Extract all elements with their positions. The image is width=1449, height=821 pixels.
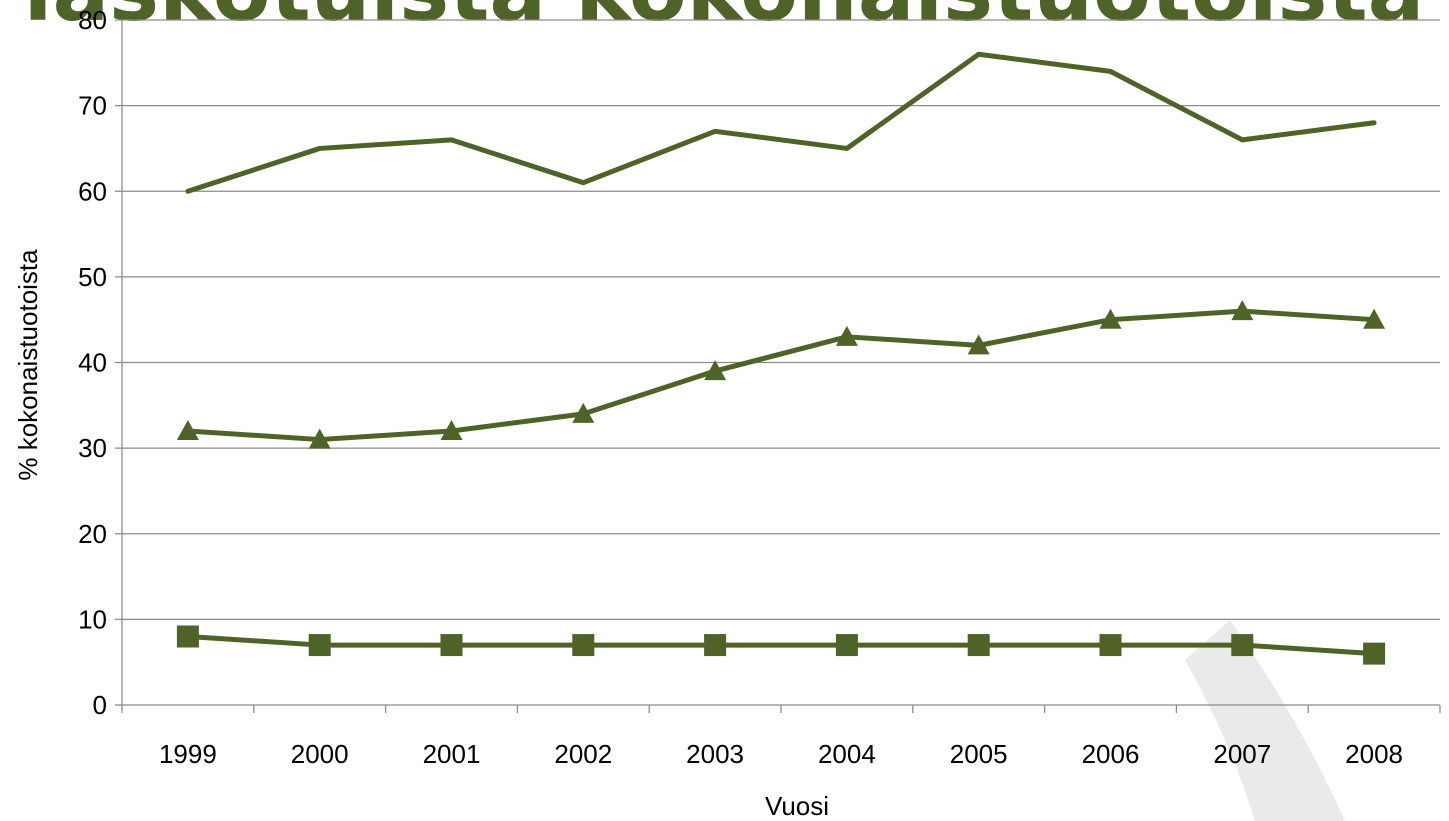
series-line [185,634,1377,657]
y-tick-label: 70 [78,91,107,121]
data-point-square [1099,634,1122,657]
y-tick-label: 0 [93,690,107,720]
data-point-square [572,634,595,657]
data-point-square [835,634,858,657]
data-point-square [1231,634,1254,657]
axes [115,19,1441,713]
y-tick-label: 80 [78,5,107,35]
y-tick-labels: 0 10 20 30 40 50 60 70 80 [78,5,107,720]
y-tick-label: 30 [78,433,107,463]
data-point-square [704,634,727,657]
gridlines [122,19,1440,621]
y-tick-label: 40 [78,348,107,378]
data-point-square [1363,642,1386,665]
x-tick-label: 2004 [818,739,876,769]
x-tick-label: 2003 [686,739,744,769]
data-point-triangle [572,402,595,423]
y-tick-label: 10 [78,604,107,634]
x-tick-label: 1999 [159,739,217,769]
series-group [176,51,1386,665]
y-tick-label: 60 [78,176,107,206]
x-tick-labels: 1999 2000 2001 2002 2003 2004 2005 2006 2007 2008 [159,739,1403,769]
x-tick-label: 2008 [1345,739,1403,769]
data-point-triangle [704,360,727,381]
data-point-triangle [1231,300,1254,321]
data-point-square [308,634,331,657]
series-line [185,308,1377,443]
y-tick-label: 50 [78,262,107,292]
series-3 [176,625,1386,665]
data-point-square [967,634,990,657]
x-tick-label: 2005 [950,739,1008,769]
y-axis-label: % kokonaistuotoista [13,249,43,481]
x-tick-label: 2002 [554,739,612,769]
series-1 [185,51,1377,194]
series-2 [176,300,1386,449]
data-point-triangle [1099,308,1122,329]
data-point-square [176,625,199,648]
data-point-triangle [835,325,858,346]
data-point-triangle [967,334,990,355]
x-tick-label: 2001 [423,739,481,769]
data-point-triangle [1363,308,1386,329]
x-tick-label: 2007 [1213,739,1271,769]
series-line [185,51,1377,194]
x-axis-label: Vuosi [765,791,829,821]
data-point-triangle [308,428,331,449]
watermark-swoosh [1185,620,1345,821]
x-tick-label: 2006 [1082,739,1140,769]
data-point-square [440,634,463,657]
data-point-triangle [440,420,463,440]
x-tick-label: 2000 [291,739,349,769]
y-tick-label: 20 [78,519,107,549]
data-point-triangle [176,420,199,440]
